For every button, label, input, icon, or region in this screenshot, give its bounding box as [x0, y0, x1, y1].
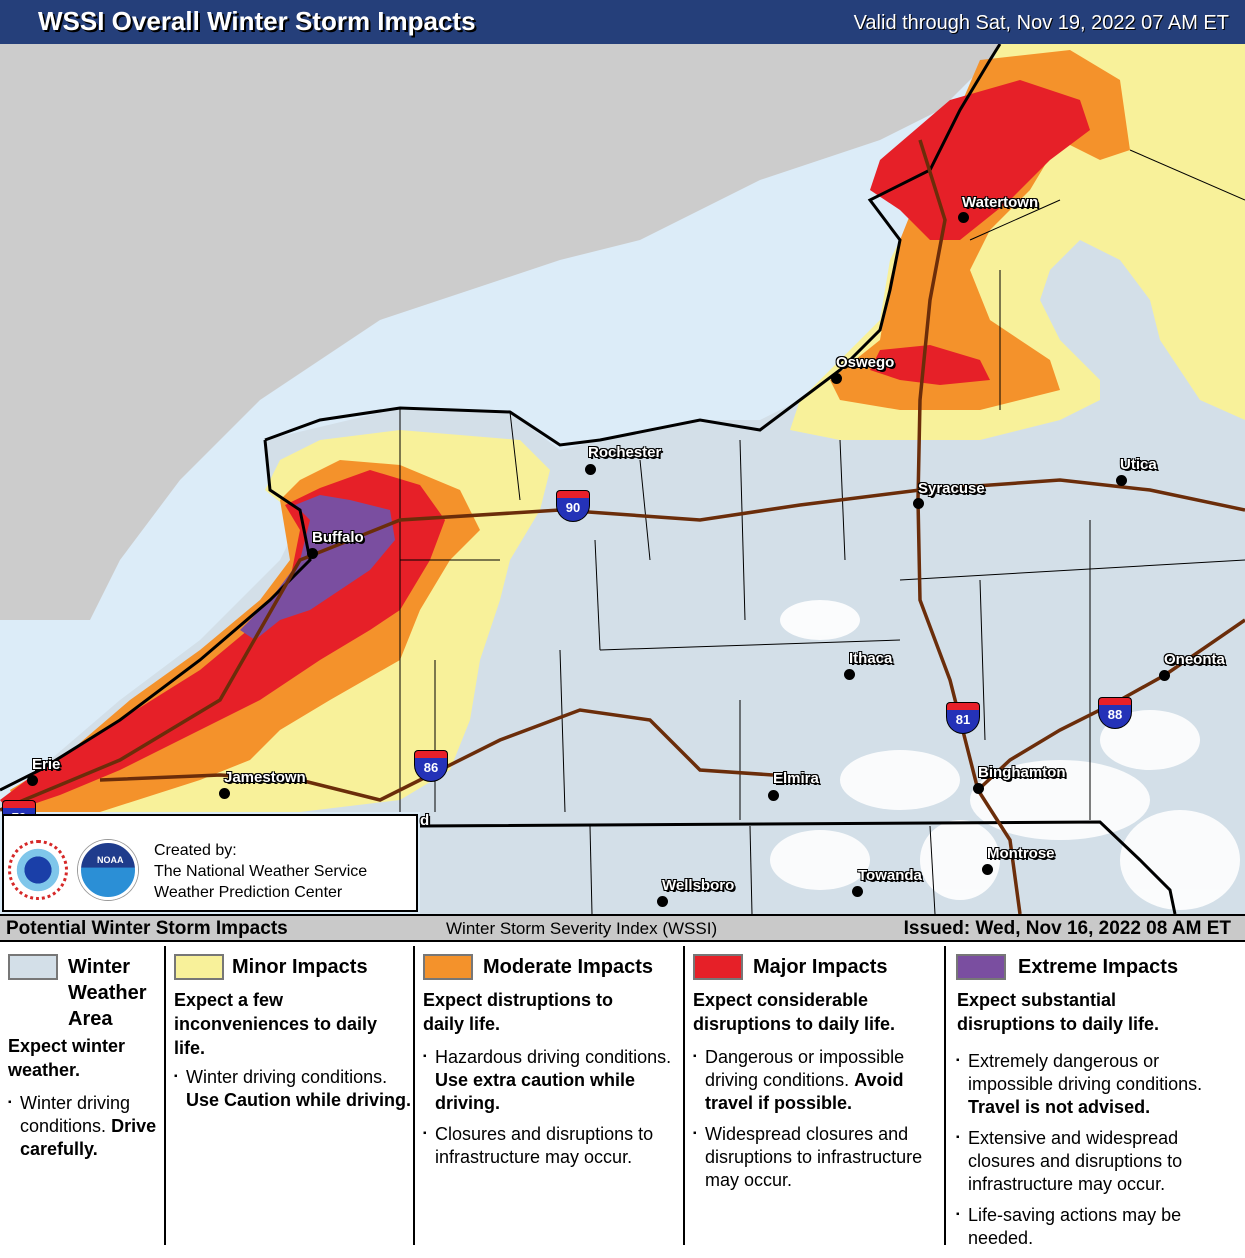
index-name: Winter Storm Severity Index (WSSI) — [446, 919, 718, 938]
interstate-88-shield-icon: 88 — [1098, 697, 1132, 729]
city-dot-icon — [831, 373, 842, 384]
legend-bullet: Hazardous driving conditions. Use extra … — [423, 1045, 678, 1115]
city-label: Wellsboro — [662, 877, 735, 894]
city-dot-icon — [585, 464, 596, 475]
legend-bullets: Hazardous driving conditions. Use extra … — [423, 1045, 678, 1177]
city-label: Syracuse — [918, 480, 985, 497]
legend-subtitle: Expect a few inconveniences to daily lif… — [174, 990, 378, 1058]
credit-line-1: Created by: — [154, 842, 237, 859]
credit-text: Created by: The National Weather Service… — [154, 840, 367, 903]
legend-bullets: Winter driving conditions. Drive careful… — [8, 1091, 168, 1169]
legend: Winter Weather Area Expect winter weathe… — [0, 942, 1245, 1248]
legend-bullet: Extremely dangerous or impossible drivin… — [956, 1049, 1242, 1119]
map-shapes — [0, 44, 1245, 914]
city-label: Jamestown — [224, 769, 306, 786]
city-dot-icon — [958, 212, 969, 223]
legend-bullet: Life-saving actions may be needed. — [956, 1203, 1242, 1250]
city-label: Utica — [1120, 456, 1157, 473]
valid-through-text: Valid through Sat, Nov 19, 2022 07 AM ET — [853, 12, 1229, 34]
legend-heading: Major Impacts — [753, 956, 888, 978]
legend-title-bar: Potential Winter Storm Impacts Winter St… — [0, 914, 1245, 942]
city-label: Erie — [32, 756, 61, 773]
legend-heading: Extreme Impacts — [1018, 956, 1179, 978]
major-swatch-icon — [693, 954, 743, 980]
city-label: Watertown — [962, 194, 1039, 211]
legend-col-moderate: Moderate Impacts Expect distruptions to … — [415, 946, 685, 1245]
moderate-swatch-icon — [423, 954, 473, 980]
city-dot-icon — [219, 788, 230, 799]
minor-swatch-icon — [174, 954, 224, 980]
city-label: Montrose — [987, 845, 1055, 862]
legend-bullet: Widespread closures and disruptions to i… — [693, 1122, 945, 1192]
city-dot-icon — [844, 669, 855, 680]
interstate-86-shield-icon: 86 — [414, 750, 448, 782]
issued-date: Issued: Wed, Nov 16, 2022 08 AM ET — [903, 918, 1231, 939]
legend-heading: Winter Weather Area — [68, 956, 147, 1030]
legend-bullet: Closures and disruptions to infrastructu… — [423, 1122, 678, 1169]
city-label: Buffalo — [312, 529, 364, 546]
city-label: Oneonta — [1164, 651, 1225, 668]
city-dot-icon — [852, 886, 863, 897]
legend-bullet: Dangerous or impossible driving conditio… — [693, 1045, 945, 1115]
legend-col-extreme: Extreme Impacts Expect substantial disru… — [946, 946, 1245, 1248]
legend-col-major: Major Impacts Expect considerable disrup… — [685, 946, 946, 1245]
legend-heading: Moderate Impacts — [483, 956, 654, 978]
legend-subtitle: Expect substantial disruptions to daily … — [957, 990, 1160, 1034]
city-dot-icon — [982, 864, 993, 875]
legend-bullets: Dangerous or impossible driving conditio… — [693, 1045, 945, 1200]
legend-col-winter: Winter Weather Area Expect winter weathe… — [0, 946, 166, 1245]
city-label: Binghamton — [978, 764, 1066, 781]
winter-swatch-icon — [8, 954, 58, 980]
legend-col-minor: Minor Impacts Expect a few inconvenience… — [166, 946, 415, 1245]
legend-bullet: Extensive and widespread closures and di… — [956, 1126, 1242, 1196]
legend-bullet: Winter driving conditions. Drive careful… — [8, 1091, 168, 1161]
legend-bullets: Winter driving conditions. Use Caution w… — [174, 1065, 414, 1120]
city-dot-icon — [27, 775, 38, 786]
map-title: WSSI Overall Winter Storm Impacts — [38, 6, 476, 36]
legend-bullets: Extremely dangerous or impossible drivin… — [956, 1049, 1242, 1258]
legend-heading: Minor Impacts — [232, 956, 368, 978]
city-label: Rochester — [588, 444, 662, 461]
city-dot-icon — [973, 783, 984, 794]
impact-map[interactable]: Watertown Oswego Rochester Syracuse Utic… — [0, 44, 1245, 914]
credit-line-2: The National Weather Service — [154, 863, 368, 880]
extreme-swatch-icon — [956, 954, 1006, 980]
credit-line-3: Weather Prediction Center — [154, 884, 343, 901]
legend-title: Potential Winter Storm Impacts — [6, 918, 288, 939]
city-dot-icon — [1116, 475, 1127, 486]
interstate-90-shield-icon: 90 — [556, 490, 590, 522]
city-label: Elmira — [773, 770, 819, 787]
partial-city-label: d — [420, 812, 430, 829]
interstate-81-shield-icon: 81 — [946, 702, 980, 734]
city-dot-icon — [768, 790, 779, 801]
city-dot-icon — [307, 548, 318, 559]
city-label: Towanda — [858, 867, 922, 884]
city-label: Oswego — [836, 354, 895, 371]
legend-bullet: Winter driving conditions. Use Caution w… — [174, 1065, 414, 1112]
header-bar: WSSI Overall Winter Storm Impacts Valid … — [0, 0, 1245, 44]
city-dot-icon — [913, 498, 924, 509]
nws-logo-icon — [8, 840, 68, 900]
city-label: Ithaca — [849, 650, 893, 667]
legend-subtitle: Expect distruptions to daily life. — [423, 990, 614, 1034]
legend-subtitle: Expect considerable disruptions to daily… — [693, 990, 896, 1034]
credit-box: NOAA Created by: The National Weather Se… — [2, 814, 418, 912]
legend-subtitle: Expect winter weather. — [8, 1036, 126, 1080]
city-dot-icon — [1159, 670, 1170, 681]
noaa-logo-icon: NOAA — [78, 840, 138, 900]
city-dot-icon — [657, 896, 668, 907]
